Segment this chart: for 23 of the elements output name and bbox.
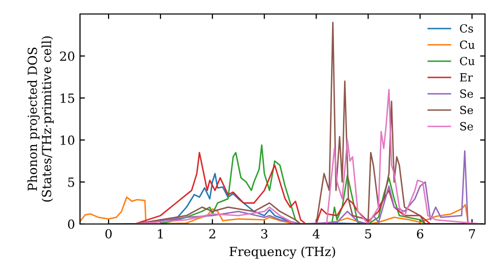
y-tick-label: 5 [68, 178, 74, 187]
legend-label: Se [460, 89, 473, 98]
legend-label: Cs [460, 24, 473, 33]
legend-label: Cu [460, 56, 475, 66]
y-tick-label: 0 [68, 219, 74, 229]
x-axis-title: Frequency (THz) [230, 246, 336, 259]
x-tick-label: 2 [209, 229, 216, 238]
y-tick-label: 15 [60, 93, 74, 103]
y-tick-label: 10 [60, 135, 74, 145]
x-tick-label: 0 [105, 229, 112, 239]
legend-label: Er [460, 73, 473, 82]
x-tick-label: 7 [469, 229, 476, 238]
x-tick-label: 4 [312, 229, 320, 238]
legend-label: Cu [460, 40, 475, 49]
legend-label: Se [460, 122, 473, 130]
legend-label: Se [460, 106, 473, 114]
y-tick-label: 20 [60, 51, 74, 61]
x-tick-label: 6 [416, 229, 424, 239]
x-tick-label: 3 [261, 229, 268, 239]
x-tick-label: 1 [158, 229, 163, 238]
y-axis-title: Phonon projected DOS (States/THz·primitive cell) [27, 36, 54, 202]
line-series [134, 88, 484, 224]
x-tick-label: 5 [365, 229, 372, 239]
